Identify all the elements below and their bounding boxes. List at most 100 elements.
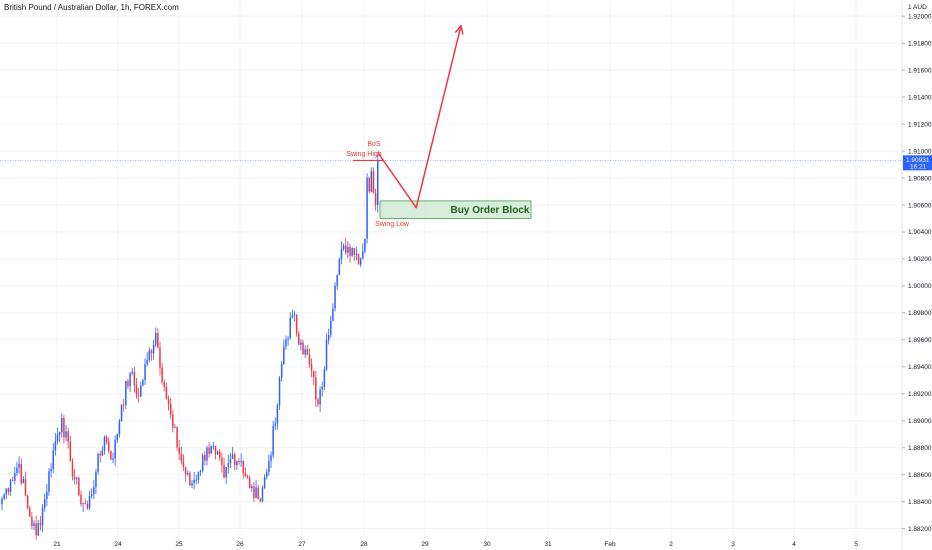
candle-body — [332, 308, 334, 321]
x-tick-label: 3 — [731, 541, 735, 548]
candle-body — [259, 498, 262, 502]
candle-body — [364, 238, 366, 252]
candle-body — [5, 488, 8, 495]
candle-body — [88, 495, 91, 509]
candle-body — [7, 488, 10, 492]
candle-body — [165, 386, 168, 399]
current-price-label: 1.90931 — [906, 157, 930, 164]
candle-body — [154, 333, 157, 346]
currency-label: 1 AUD — [908, 4, 927, 11]
y-tick-label: 1.90200 — [908, 256, 932, 263]
candle-body — [248, 477, 251, 489]
candle-body — [58, 432, 61, 435]
candle-body — [131, 371, 133, 374]
y-tick-label: 1.92000 — [908, 13, 932, 20]
candle-body — [1, 498, 3, 505]
chart-title: British Pound / Australian Dollar, 1h, F… — [4, 3, 179, 12]
order-block-zone[interactable] — [379, 200, 532, 219]
candle-body — [342, 245, 345, 250]
candle-body — [233, 454, 236, 466]
candle-body — [317, 399, 319, 405]
candle-body — [3, 494, 5, 499]
candle-body — [223, 464, 225, 478]
candle-body — [366, 177, 368, 239]
candle-body — [302, 342, 304, 355]
candle-body — [99, 453, 101, 456]
candle-body — [86, 504, 89, 509]
candle-body — [240, 461, 242, 463]
price-axis[interactable]: 1.92000 1.91800 1.91600 1.91400 1.91200 1.910… — [902, 4, 932, 533]
candle-body — [84, 503, 87, 505]
candle-body — [56, 434, 59, 442]
candle-body — [101, 450, 104, 456]
y-tick-label: 1.88600 — [908, 472, 932, 479]
candle-body — [137, 395, 140, 397]
candle-body — [344, 245, 347, 253]
candle-body — [319, 389, 321, 405]
candle-body — [140, 385, 142, 397]
candle-body — [95, 471, 97, 488]
candle-body — [195, 479, 198, 481]
candle-body — [368, 177, 370, 192]
candle-body — [238, 461, 240, 463]
candle-body — [227, 463, 230, 467]
candle-body — [362, 251, 364, 259]
candle-body — [225, 466, 227, 478]
y-tick-label: 1.88400 — [908, 499, 932, 506]
x-tick-label: 28 — [360, 541, 368, 548]
candle-body — [148, 350, 151, 361]
candle-body — [308, 354, 311, 365]
candle-body — [142, 380, 144, 386]
candle-body — [50, 468, 52, 472]
x-tick-label: 29 — [421, 541, 429, 548]
x-tick-label: 30 — [483, 541, 491, 548]
candle-body — [347, 246, 349, 253]
candle-body — [193, 479, 195, 483]
y-tick-label: 1.91800 — [908, 40, 932, 47]
candle-body — [37, 523, 40, 536]
candle-body — [274, 423, 277, 427]
y-tick-label: 1.89000 — [908, 418, 932, 425]
y-tick-label: 1.88800 — [908, 445, 932, 452]
candle-body — [125, 380, 127, 405]
candle-body — [236, 461, 238, 466]
candle-body — [122, 404, 125, 406]
candle-body — [43, 498, 46, 509]
candle-body — [112, 458, 114, 460]
projection-path — [377, 25, 462, 209]
candle-body — [355, 253, 358, 255]
candle-body — [336, 275, 338, 286]
candle-body — [327, 335, 330, 340]
candle-body — [293, 314, 296, 316]
swing-low-label: Swing Low — [375, 221, 410, 228]
grid — [0, 0, 902, 538]
candle-body — [18, 463, 20, 468]
candle-body — [186, 472, 189, 475]
candle-body — [278, 377, 281, 405]
candle-body — [210, 445, 212, 454]
candle-body — [280, 364, 283, 378]
candle-body — [257, 487, 259, 499]
candle-body — [127, 380, 129, 387]
y-tick-label: 1.91600 — [908, 67, 932, 74]
candle-body — [11, 480, 14, 481]
candle-body — [9, 480, 12, 492]
candle-body — [370, 171, 373, 192]
candle-body — [97, 453, 99, 472]
candle-body — [16, 467, 18, 474]
x-tick-label: 2 — [669, 541, 673, 548]
candle-body — [178, 447, 180, 454]
candle-body — [116, 434, 119, 440]
candle-body — [48, 471, 50, 492]
candle-body — [287, 338, 289, 340]
candle-body — [306, 349, 309, 355]
candle-body — [323, 369, 326, 387]
candle-body — [182, 461, 185, 468]
y-tick-label: 1.90800 — [908, 175, 932, 182]
candle-body — [325, 339, 328, 370]
candle-body — [298, 333, 300, 345]
time-axis[interactable]: 21 24 25 26 27 28 29 30 31 Feb 2 3 4 5 — [53, 541, 858, 548]
candle-body — [26, 495, 29, 509]
candles — [1, 154, 379, 540]
